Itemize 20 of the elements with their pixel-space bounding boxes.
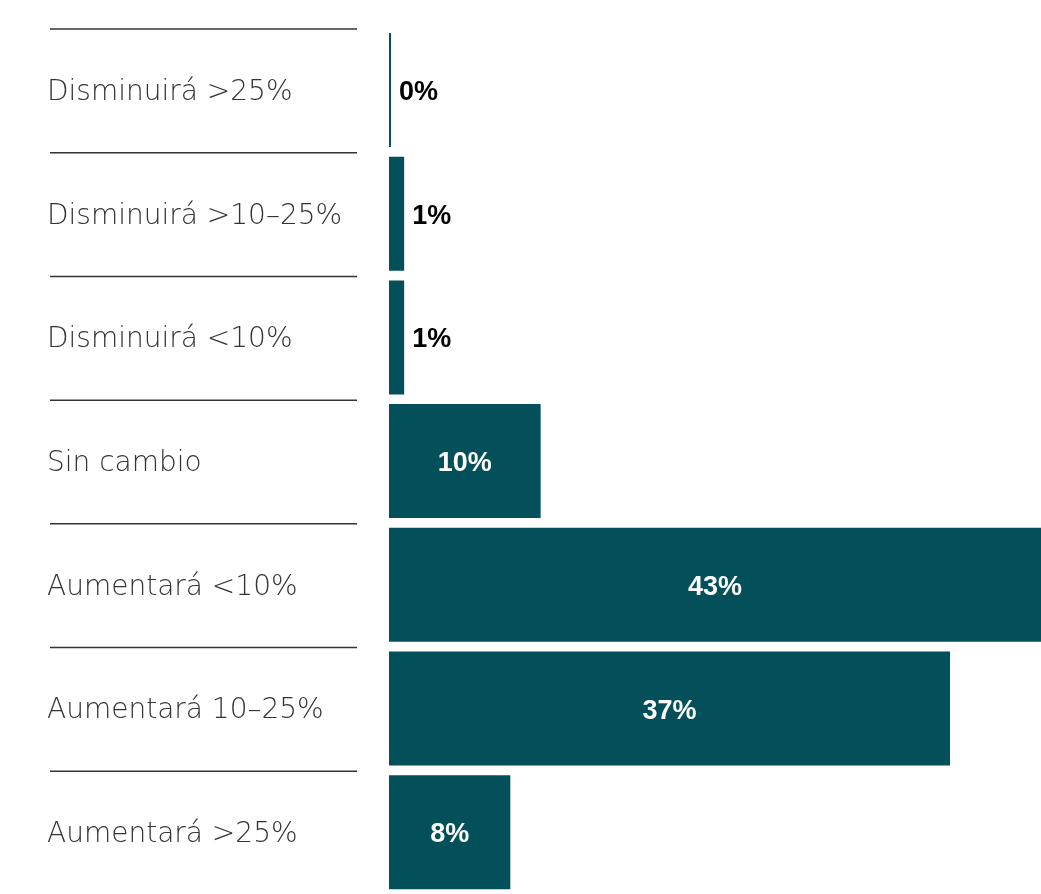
y-tick-label: Aumentará <10% xyxy=(47,568,298,602)
y-tick-label: Aumentará 10–25% xyxy=(47,692,324,726)
data-label: 10% xyxy=(437,447,492,478)
data-label: 37% xyxy=(642,694,697,725)
bar xyxy=(389,156,405,271)
data-label: 1% xyxy=(412,323,452,354)
bar xyxy=(389,404,541,519)
data-label: 43% xyxy=(687,570,743,601)
bar xyxy=(389,651,951,766)
y-tick-label: Disminuirá >25% xyxy=(47,73,293,107)
y-tick-label: Disminuirá <10% xyxy=(47,321,293,355)
data-label: 1% xyxy=(412,199,452,230)
data-label: 0% xyxy=(399,75,439,106)
y-tick-label: Aumentará >25% xyxy=(47,816,298,850)
y-tick-label: Sin cambio xyxy=(47,445,202,478)
bar xyxy=(389,280,405,395)
y-tick-label: Disminuirá >10–25% xyxy=(47,197,343,231)
bar xyxy=(389,527,1041,642)
bar xyxy=(389,775,511,890)
data-label: 8% xyxy=(430,818,470,849)
